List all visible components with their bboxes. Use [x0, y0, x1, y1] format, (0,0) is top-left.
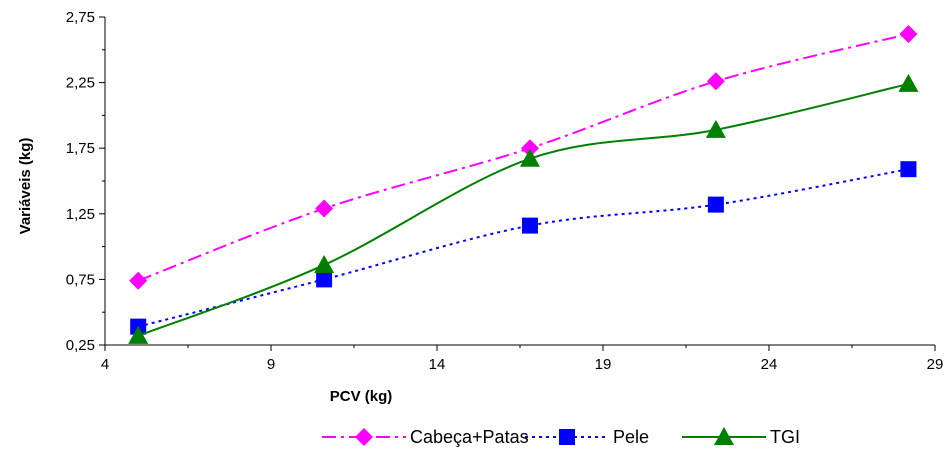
x-tick-label: 24	[761, 356, 778, 373]
y-tick-label: 2,75	[66, 9, 95, 26]
data-point-tgi	[705, 119, 726, 138]
data-point-tgi	[898, 73, 919, 92]
legend-marker	[714, 427, 734, 445]
series-layer	[128, 25, 919, 344]
x-tick-label: 9	[267, 356, 275, 373]
data-point-cabe-a-patas	[315, 199, 334, 218]
legend-label: Cabeça+Patas	[410, 427, 529, 447]
x-axis-title: PCV (kg)	[330, 388, 393, 405]
series-pele	[130, 161, 917, 335]
data-point-tgi	[314, 254, 335, 273]
y-tick-label: 0,25	[66, 337, 95, 354]
data-point-pele	[316, 271, 333, 288]
series-cabe-a-patas	[129, 25, 918, 290]
series-tgi	[128, 73, 919, 344]
y-tick-label: 1,75	[66, 140, 95, 157]
x-tick-label: 4	[101, 356, 109, 373]
legend-item-cabe-a-patas: Cabeça+Patas	[322, 427, 529, 447]
y-tick-label: 1,25	[66, 206, 95, 223]
legend-item-pele: Pele	[525, 427, 649, 447]
y-tick-label: 2,25	[66, 75, 95, 92]
legend-item-tgi: TGI	[682, 427, 800, 447]
x-tick-label: 29	[927, 356, 944, 373]
series-line-pele	[137, 168, 909, 328]
y-axis-title: Variáveis (kg)	[17, 138, 34, 235]
data-point-pele	[707, 196, 724, 213]
data-point-cabe-a-patas	[129, 271, 148, 290]
data-point-tgi	[519, 148, 540, 167]
legend-marker	[355, 428, 373, 446]
legend: Cabeça+Patas Pele TGI	[322, 427, 800, 447]
data-point-tgi	[128, 325, 149, 344]
data-point-cabe-a-patas	[899, 25, 918, 44]
x-tick-label: 19	[595, 356, 612, 373]
chart-axes: 0,25 0,75 1,25 1,75 2,25 2,75 4 9 14 19 24 29	[66, 9, 944, 373]
data-point-cabe-a-patas	[706, 72, 725, 91]
legend-label: Pele	[613, 427, 649, 447]
legend-label: TGI	[770, 427, 800, 447]
series-line-cabe-a-patas	[137, 33, 909, 282]
data-point-pele	[900, 161, 917, 178]
x-tick-label: 14	[429, 356, 446, 373]
y-tick-label: 0,75	[66, 271, 95, 288]
legend-marker	[559, 429, 575, 445]
data-point-pele	[521, 217, 538, 234]
data-point-cabe-a-patas	[520, 139, 539, 158]
